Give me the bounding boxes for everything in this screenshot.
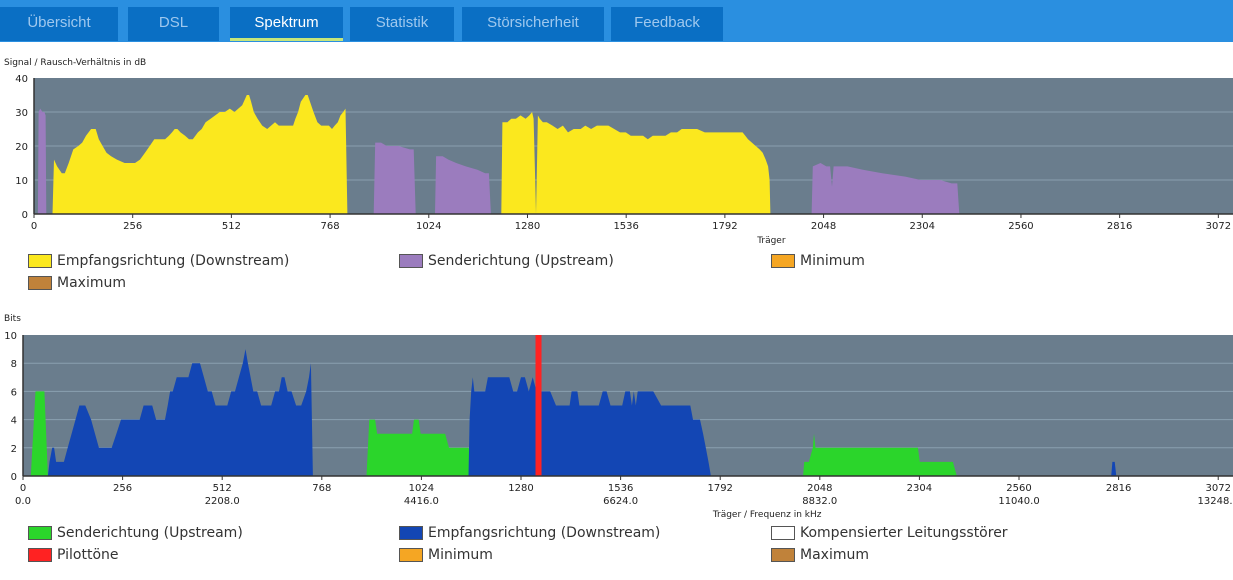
series-band	[30, 391, 48, 476]
pilot-tone-bar	[535, 335, 542, 476]
tab-uebersicht[interactable]: Übersicht	[0, 7, 118, 41]
x-tick-label: 2304	[910, 221, 935, 232]
y-tick-label: 6	[11, 387, 17, 398]
legend-label: Empfangsrichtung (Downstream)	[428, 525, 661, 541]
tab-dsl[interactable]: DSL	[128, 7, 219, 41]
legend-label: Empfangsrichtung (Downstream)	[57, 253, 290, 269]
y-tick-label: 4	[11, 416, 17, 427]
series-band	[435, 156, 491, 214]
legend-label: Pilottöne	[57, 547, 119, 563]
legend-swatch	[399, 526, 423, 540]
x-tick-label-frequency: 6624.0	[603, 496, 638, 507]
y-tick-label: 2	[11, 444, 17, 455]
tab-statistik[interactable]: Statistik	[350, 7, 454, 41]
x-tick-label: 2304	[907, 483, 932, 494]
x-tick-label-frequency: 4416.0	[404, 496, 439, 507]
legend-swatch	[28, 254, 52, 268]
x-tick-label: 2048	[811, 221, 836, 232]
series-band	[468, 377, 711, 476]
bits-chart: 0 2 4 6 8 10 0 256 512 768 1024 1280 1536 1792 2048 230…	[4, 331, 1233, 520]
y-tick-label: 8	[11, 359, 17, 370]
legend-label: Maximum	[57, 275, 126, 291]
x-tick-label: 1536	[613, 221, 638, 232]
series-band	[366, 419, 477, 476]
y-tick-label: 20	[15, 142, 28, 153]
x-tick-label: 2560	[1008, 221, 1033, 232]
x-tick-label: 1280	[508, 483, 533, 494]
x-tick-label: 0	[20, 483, 26, 494]
tab-feedback[interactable]: Feedback	[611, 7, 723, 41]
x-tick-label: 2816	[1107, 221, 1132, 232]
tab-spektrum-label: Spektrum	[254, 14, 319, 31]
y-tick-label: 10	[4, 331, 17, 342]
tab-active-indicator	[230, 38, 343, 41]
legend-swatch	[28, 526, 52, 540]
bits-chart-ylabel: Bits	[4, 314, 21, 324]
y-tick-label: 0	[11, 472, 17, 483]
x-tick-label: 512	[222, 221, 241, 232]
x-tick-label-frequency: 11040.0	[998, 496, 1039, 507]
legend-swatch	[399, 254, 423, 268]
y-tick-label: 0	[22, 210, 28, 221]
legend-label: Minimum	[428, 547, 493, 563]
x-tick-label: 2560	[1006, 483, 1031, 494]
x-tick-label: 1792	[707, 483, 732, 494]
series-band	[47, 349, 313, 476]
x-tick-label: 3072	[1206, 221, 1231, 232]
snr-chart-ylabel: Signal / Rausch-Verhältnis in dB	[4, 58, 147, 68]
y-tick-label: 30	[15, 108, 28, 119]
x-axis-label: Träger / Frequenz in kHz	[712, 510, 822, 520]
legend-swatch	[771, 254, 795, 268]
legend-label: Senderichtung (Upstream)	[428, 253, 614, 269]
x-tick-label: 256	[113, 483, 132, 494]
series-band	[1111, 461, 1117, 476]
x-tick-label: 2048	[807, 483, 832, 494]
y-tick-label: 40	[15, 74, 28, 85]
x-tick-label-frequency: 8832.0	[802, 496, 837, 507]
tab-bar: Übersicht DSL Spektrum Statistik Störsic…	[0, 0, 1233, 42]
snr-chart: 0 10 20 30 40 0 256 512 768 1024 1280 1536 1792 2048 2…	[15, 74, 1233, 246]
series-band	[52, 95, 348, 214]
series-band	[803, 433, 957, 476]
x-tick-label: 0	[31, 221, 37, 232]
x-tick-label: 1792	[712, 221, 737, 232]
tab-spektrum[interactable]: Spektrum	[230, 7, 343, 41]
x-tick-label: 1024	[409, 483, 434, 494]
x-tick-label: 3072	[1205, 483, 1230, 494]
y-tick-label: 10	[15, 176, 28, 187]
legend-label: Kompensierter Leitungsstörer	[800, 525, 1008, 541]
x-tick-label-frequency: 2208.0	[205, 496, 240, 507]
x-axis-label: Träger	[756, 236, 786, 246]
legend-swatch	[28, 276, 52, 290]
legend-label: Senderichtung (Upstream)	[57, 525, 243, 541]
series-band	[501, 112, 771, 214]
x-tick-label: 768	[312, 483, 331, 494]
legend-swatch	[28, 548, 52, 562]
x-tick-label: 1024	[416, 221, 441, 232]
x-tick-label-frequency: 13248.0	[1198, 496, 1233, 507]
x-tick-label: 1280	[515, 221, 540, 232]
x-tick-label: 256	[123, 221, 142, 232]
series-band	[373, 142, 416, 214]
legend-label: Maximum	[800, 547, 869, 563]
series-band	[811, 163, 960, 214]
legend-swatch	[399, 548, 423, 562]
x-tick-label: 1536	[608, 483, 633, 494]
x-tick-label: 2816	[1106, 483, 1131, 494]
legend-label: Minimum	[800, 253, 865, 269]
x-tick-label: 512	[213, 483, 232, 494]
x-tick-label: 768	[321, 221, 340, 232]
legend-swatch	[771, 548, 795, 562]
tab-stoersicherheit[interactable]: Störsicherheit	[462, 7, 604, 41]
x-tick-label-frequency: 0.0	[15, 496, 31, 507]
legend-swatch	[771, 526, 795, 540]
series-band	[37, 108, 47, 214]
